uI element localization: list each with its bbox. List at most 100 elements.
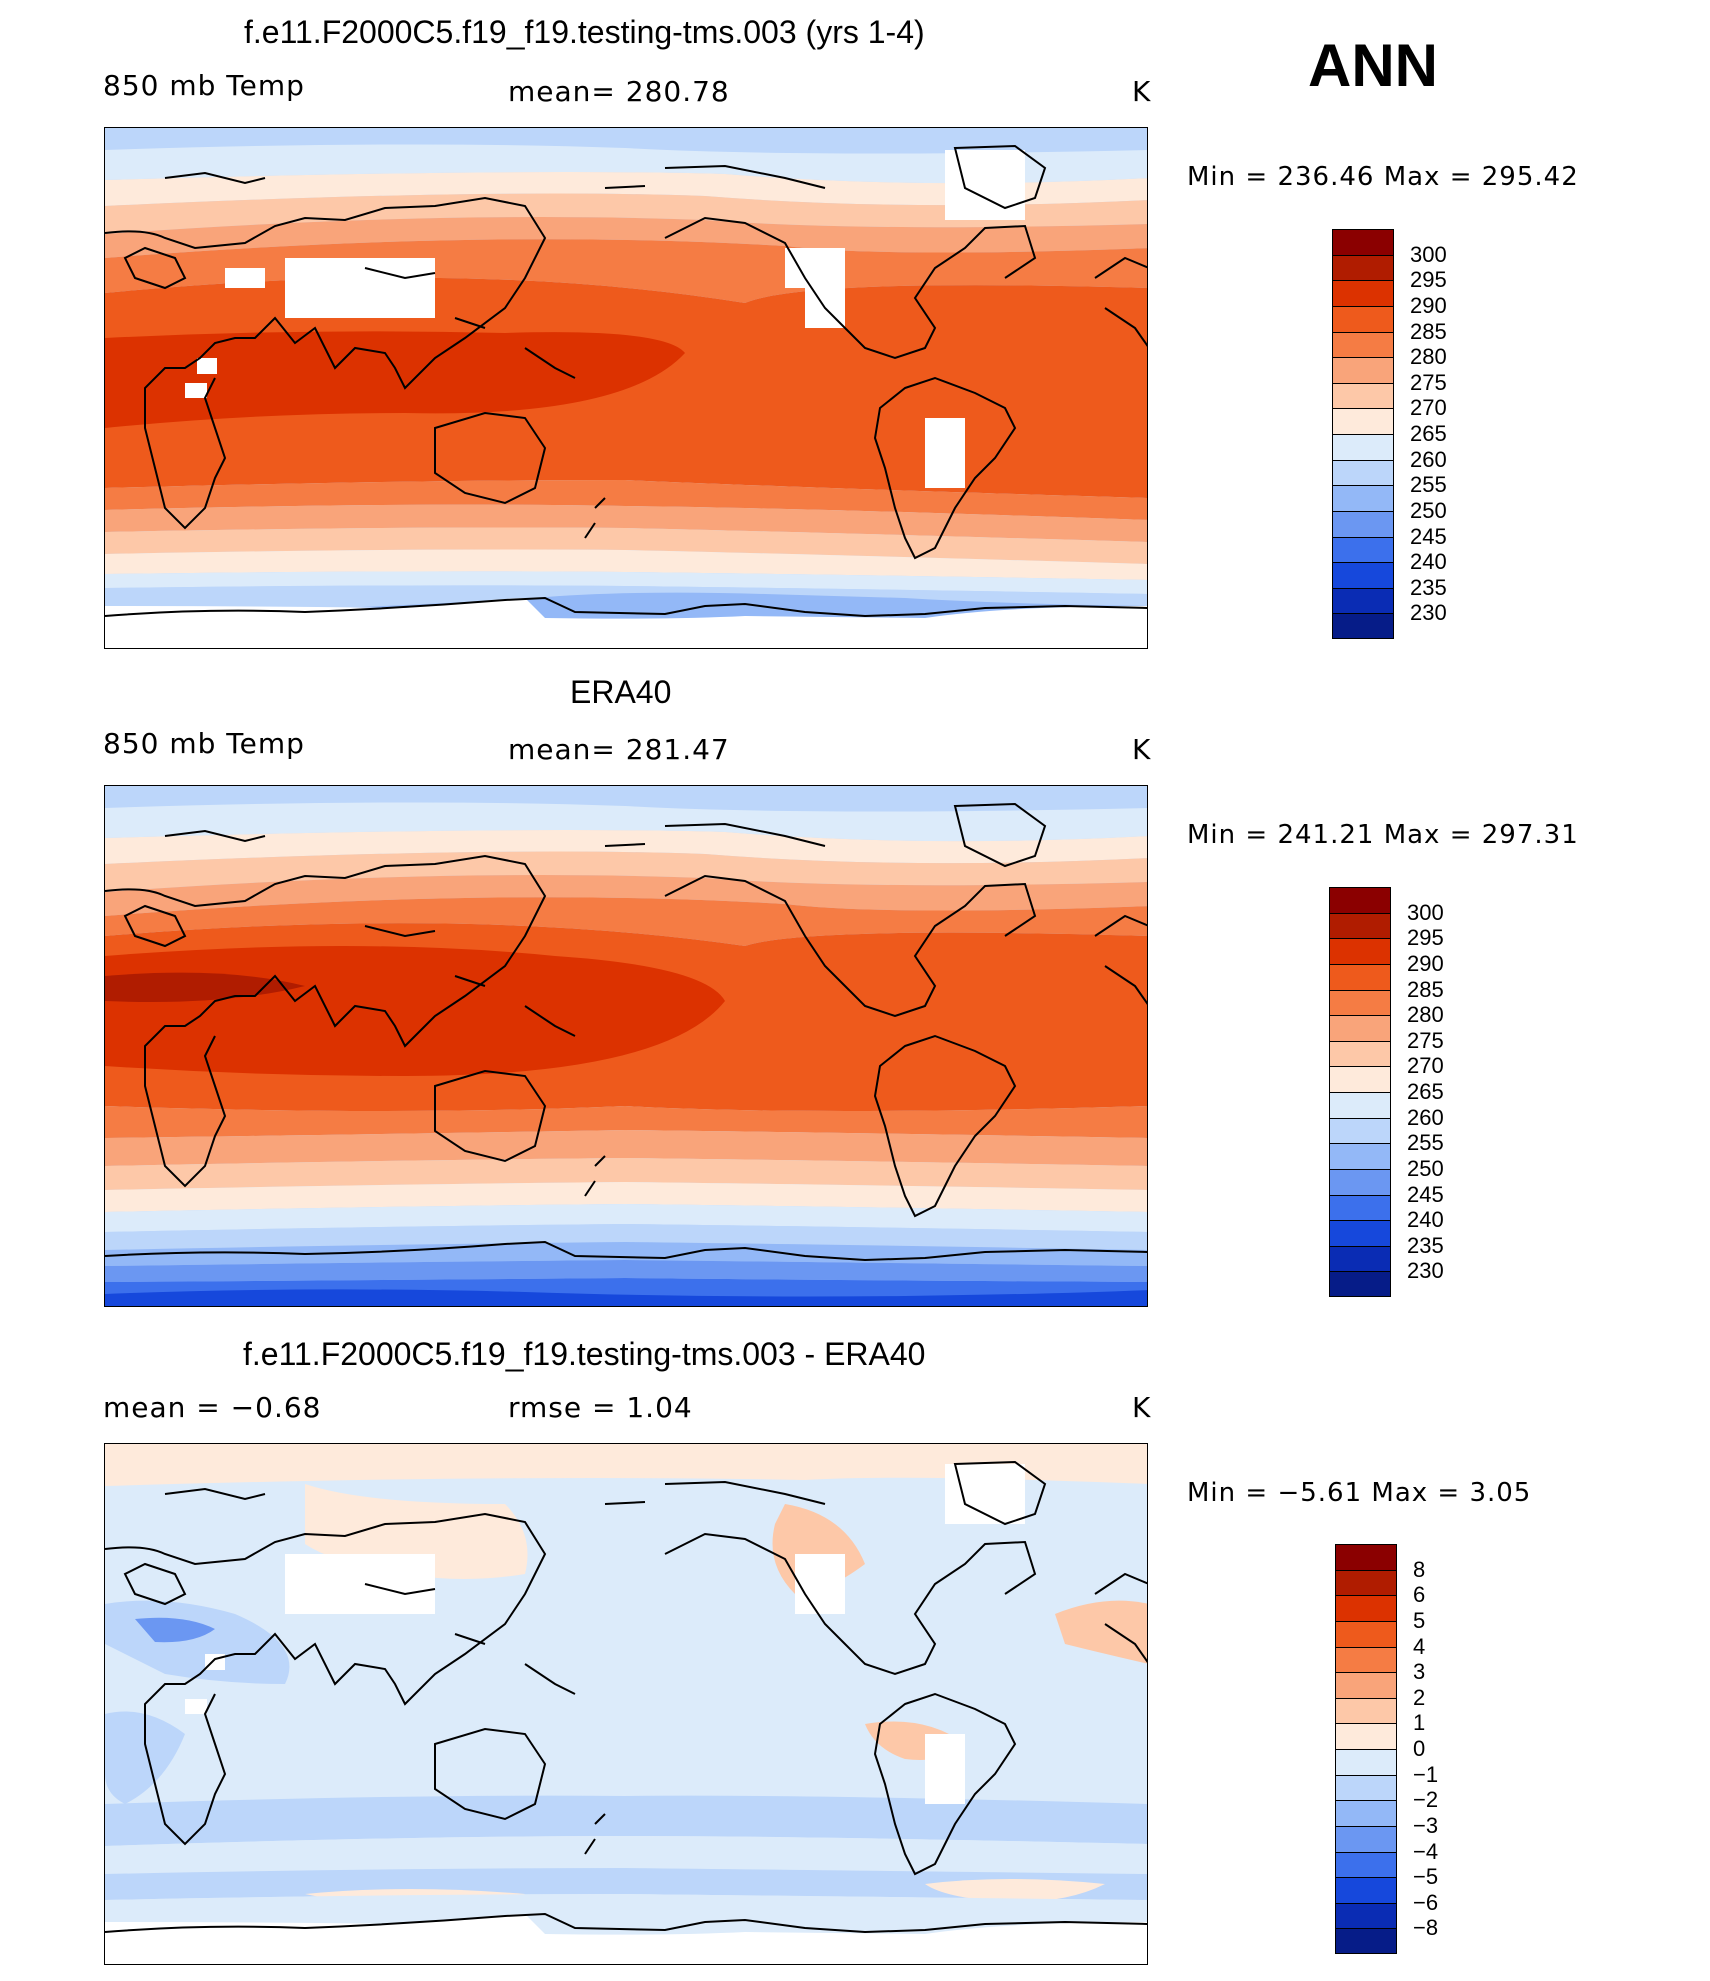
panel-3-colorbar-label: −1	[1413, 1761, 1439, 1787]
panel-1-colorbar-swatch	[1332, 562, 1394, 588]
panel-3-minmax-label: Min = −5.61 Max = 3.05	[1187, 1478, 1532, 1508]
panel-1-colorbar-swatch	[1332, 229, 1394, 255]
panel-3-colorbar-swatch	[1335, 1723, 1397, 1749]
panel-2-colorbar-swatch	[1329, 1066, 1391, 1092]
panel-1-colorbar-swatch	[1332, 254, 1394, 281]
panel-1-colorbar-swatch	[1332, 331, 1394, 358]
panel-1-colorbar-label: 255	[1410, 472, 1447, 498]
panel-1-colorbar-swatch	[1332, 434, 1394, 460]
panel-2-colorbar-swatch	[1329, 963, 1391, 990]
panel-1-map	[104, 127, 1148, 649]
panel-2-colorbar-swatch	[1329, 1143, 1391, 1169]
panel-1-colorbar-label: 280	[1410, 344, 1447, 370]
panel-1-mean-label: mean= 280.78	[508, 75, 730, 108]
panel-2-colorbar-swatch	[1329, 1271, 1391, 1297]
panel-1-colorbar-swatch	[1332, 357, 1394, 383]
panel-3-colorbar-swatch	[1335, 1825, 1397, 1852]
panel-3-colorbar-label: 8	[1413, 1556, 1426, 1582]
panel-1-colorbar-swatch	[1332, 408, 1394, 434]
panel-1-colorbar-swatch	[1332, 485, 1394, 511]
panel-2-colorbar-swatch	[1329, 1015, 1391, 1041]
panel-3-colorbar-swatch	[1335, 1902, 1397, 1929]
panel-2-colorbar-swatch	[1329, 1220, 1391, 1246]
panel-2-colorbar-label: 250	[1407, 1155, 1444, 1181]
panel-1-colorbar-label: 285	[1410, 318, 1447, 344]
panel-2-colorbar-swatch	[1329, 1168, 1391, 1195]
panel-2-minmax-label: Min = 241.21 Max = 297.31	[1187, 820, 1579, 850]
panel-3-colorbar-swatch	[1335, 1928, 1397, 1954]
panel-2-colorbar-swatch	[1329, 1245, 1391, 1272]
panel-2-colorbar-label: 275	[1407, 1027, 1444, 1053]
panel-2-colorbar-label: 290	[1407, 950, 1444, 976]
panel-2-colorbar-label: 280	[1407, 1002, 1444, 1028]
panel-2-colorbar-label: 295	[1407, 925, 1444, 951]
panel-3-colorbar-label: −5	[1413, 1864, 1439, 1890]
panel-3-colorbar-swatch	[1335, 1646, 1397, 1673]
panel-3-colorbar-swatch	[1335, 1877, 1397, 1903]
panel-2-colorbar-label: 285	[1407, 976, 1444, 1002]
panel-3-colorbar-label: 2	[1413, 1684, 1426, 1710]
panel-1-colorbar-swatch	[1332, 305, 1394, 332]
panel-3-colorbar-label: 4	[1413, 1633, 1426, 1659]
panel-3-colorbar-label: 5	[1413, 1607, 1426, 1633]
panel-2-units-label: K	[1132, 733, 1152, 766]
panel-1-coastlines	[105, 144, 1147, 618]
panel-3-coastlines	[105, 1460, 1147, 1934]
panel-1-colorbar-swatch	[1332, 382, 1394, 409]
panel-3-colorbar-label: −4	[1413, 1838, 1439, 1864]
panel-1-colorbar-label: 230	[1410, 600, 1447, 626]
panel-1-colorbar-swatch	[1332, 536, 1394, 563]
panel-1-variable-label: 850 mb Temp	[103, 69, 305, 102]
panel-2-colorbar-swatch	[1329, 1117, 1391, 1144]
panel-1-colorbar-label: 235	[1410, 574, 1447, 600]
panel-1-minmax-label: Min = 236.46 Max = 295.42	[1187, 162, 1579, 192]
panel-3-colorbar-label: 0	[1413, 1736, 1426, 1761]
panel-3-colorbar-swatch	[1335, 1620, 1397, 1647]
panel-2-colorbar-swatch	[1329, 989, 1391, 1016]
panel-3-colorbar-label: 1	[1413, 1710, 1426, 1736]
panel-2-coastlines	[105, 802, 1147, 1262]
panel-1-colorbar-swatch	[1332, 459, 1394, 486]
panel-3-colorbar-swatch	[1335, 1672, 1397, 1698]
panel-1-colorbar-swatch	[1332, 280, 1394, 306]
panel-3-colorbar-swatch	[1335, 1774, 1397, 1801]
panel-1-colorbar-label: 290	[1410, 292, 1447, 318]
panel-1-colorbar: 300 295 290 285 280 275 270 265 260 255 250 245 240 2…	[1332, 229, 1447, 639]
panel-2-colorbar-label: 260	[1407, 1104, 1444, 1130]
panel-3-colorbar-swatch	[1335, 1595, 1397, 1621]
panel-2-variable-label: 850 mb Temp	[103, 727, 305, 760]
panel-3-colorbar-swatch	[1335, 1800, 1397, 1826]
panel-2-colorbar-label: 300	[1407, 899, 1444, 925]
panel-3-colorbar-swatch	[1335, 1569, 1397, 1596]
panel-1-title: f.e11.F2000C5.f19_f19.testing-tms.003 (y…	[244, 14, 925, 50]
panel-3-colorbar-label: −2	[1413, 1787, 1439, 1813]
panel-2-colorbar-swatch	[1329, 912, 1391, 939]
panel-3-colorbar-label: −6	[1413, 1889, 1439, 1915]
panel-2-colorbar-label: 270	[1407, 1053, 1444, 1079]
panel-1-colorbar-label: 270	[1410, 395, 1447, 421]
panel-2-map	[104, 785, 1148, 1307]
panel-3-colorbar-swatch	[1335, 1749, 1397, 1775]
panel-2-temperature-bands	[105, 786, 1147, 1306]
panel-2-colorbar-label: 240	[1407, 1207, 1444, 1233]
panel-3-colorbar-swatch	[1335, 1851, 1397, 1878]
panel-2-colorbar-swatch	[1329, 1040, 1391, 1067]
panel-2-colorbar-label: 265	[1407, 1079, 1444, 1104]
panel-2-colorbar-label: 235	[1407, 1232, 1444, 1258]
panel-1-colorbar-label: 240	[1410, 549, 1447, 575]
panel-1-colorbar-label: 250	[1410, 497, 1447, 523]
panel-3-title: f.e11.F2000C5.f19_f19.testing-tms.003 - …	[243, 1336, 926, 1372]
panel-2-colorbar-swatch	[1329, 887, 1391, 913]
season-label: ANN	[1308, 32, 1438, 99]
panel-3-colorbar-swatch	[1335, 1544, 1397, 1570]
panel-2-colorbar-label: 230	[1407, 1258, 1444, 1284]
panel-2-colorbar-swatch	[1329, 1194, 1391, 1221]
panel-1-colorbar-swatch	[1332, 587, 1394, 614]
panel-2-colorbar-swatch	[1329, 938, 1391, 964]
panel-3-colorbar-swatch	[1335, 1697, 1397, 1724]
panel-2-mean-label: mean= 281.47	[508, 733, 730, 766]
panel-1-colorbar-swatch	[1332, 613, 1394, 639]
panel-1-colorbar-swatch	[1332, 510, 1394, 537]
panel-1-colorbar-label: 260	[1410, 446, 1447, 472]
panel-3-colorbar: 8 6 5 4 3 2 1 0 −1 −2 −3 −4 −5 −6 −8	[1335, 1544, 1438, 1954]
